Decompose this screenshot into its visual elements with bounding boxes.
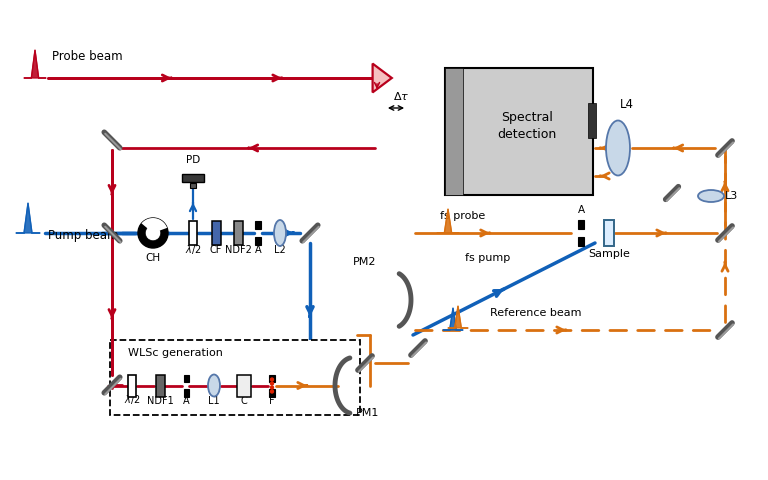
Text: $\Delta\tau$: $\Delta\tau$ — [393, 90, 409, 102]
Text: fs probe: fs probe — [440, 211, 485, 221]
Bar — [445, 68, 463, 195]
Bar — [604, 220, 614, 246]
Bar — [578, 220, 584, 229]
Circle shape — [270, 377, 274, 382]
Text: Spectral
detection: Spectral detection — [498, 110, 557, 141]
Bar — [237, 374, 251, 396]
Bar — [211, 221, 220, 245]
Bar — [189, 221, 197, 245]
Text: F: F — [270, 396, 275, 406]
Text: NDF2: NDF2 — [224, 245, 251, 255]
Text: Sample: Sample — [588, 249, 630, 259]
Text: CF: CF — [210, 245, 222, 255]
Text: PM1: PM1 — [356, 408, 379, 418]
Polygon shape — [437, 209, 459, 233]
Bar — [233, 221, 243, 245]
Text: $\lambda$/2: $\lambda$/2 — [124, 394, 141, 407]
Polygon shape — [443, 308, 463, 330]
Text: A: A — [578, 205, 584, 215]
Bar — [269, 374, 275, 382]
Bar — [128, 374, 136, 396]
Text: A: A — [183, 396, 190, 406]
Polygon shape — [372, 64, 392, 92]
Text: L4: L4 — [620, 98, 634, 111]
Bar — [190, 182, 196, 188]
Bar — [588, 103, 596, 138]
Ellipse shape — [698, 190, 724, 202]
Ellipse shape — [208, 374, 220, 396]
Bar — [184, 389, 188, 396]
Circle shape — [270, 385, 274, 390]
Ellipse shape — [274, 220, 286, 246]
Bar — [578, 237, 584, 246]
Text: PM2: PM2 — [353, 257, 376, 267]
Text: PD: PD — [186, 155, 200, 165]
Bar — [255, 221, 261, 229]
Bar — [155, 374, 164, 396]
Text: NDF1: NDF1 — [147, 396, 174, 406]
Text: A: A — [255, 245, 261, 255]
Circle shape — [138, 218, 168, 248]
Text: L3: L3 — [725, 191, 738, 201]
Polygon shape — [16, 203, 40, 233]
Bar — [110, 340, 360, 415]
Text: Pump beam: Pump beam — [48, 228, 118, 241]
Polygon shape — [141, 218, 167, 233]
Text: L1: L1 — [208, 396, 220, 406]
Text: Probe beam: Probe beam — [52, 49, 123, 62]
Bar — [255, 237, 261, 245]
Circle shape — [270, 389, 274, 394]
Bar — [182, 174, 204, 182]
Text: Reference beam: Reference beam — [490, 308, 581, 318]
Text: WLSc generation: WLSc generation — [128, 348, 223, 358]
Circle shape — [270, 381, 274, 386]
Polygon shape — [448, 306, 468, 328]
Text: fs pump: fs pump — [465, 253, 510, 263]
Bar — [269, 389, 275, 396]
Bar — [184, 374, 188, 382]
Ellipse shape — [606, 120, 630, 176]
Text: C: C — [240, 396, 247, 406]
Text: $\lambda$/2: $\lambda$/2 — [185, 243, 201, 256]
Circle shape — [145, 225, 161, 241]
Bar — [445, 68, 593, 195]
Text: L2: L2 — [274, 245, 286, 255]
Text: CH: CH — [145, 253, 161, 263]
Polygon shape — [24, 50, 46, 78]
